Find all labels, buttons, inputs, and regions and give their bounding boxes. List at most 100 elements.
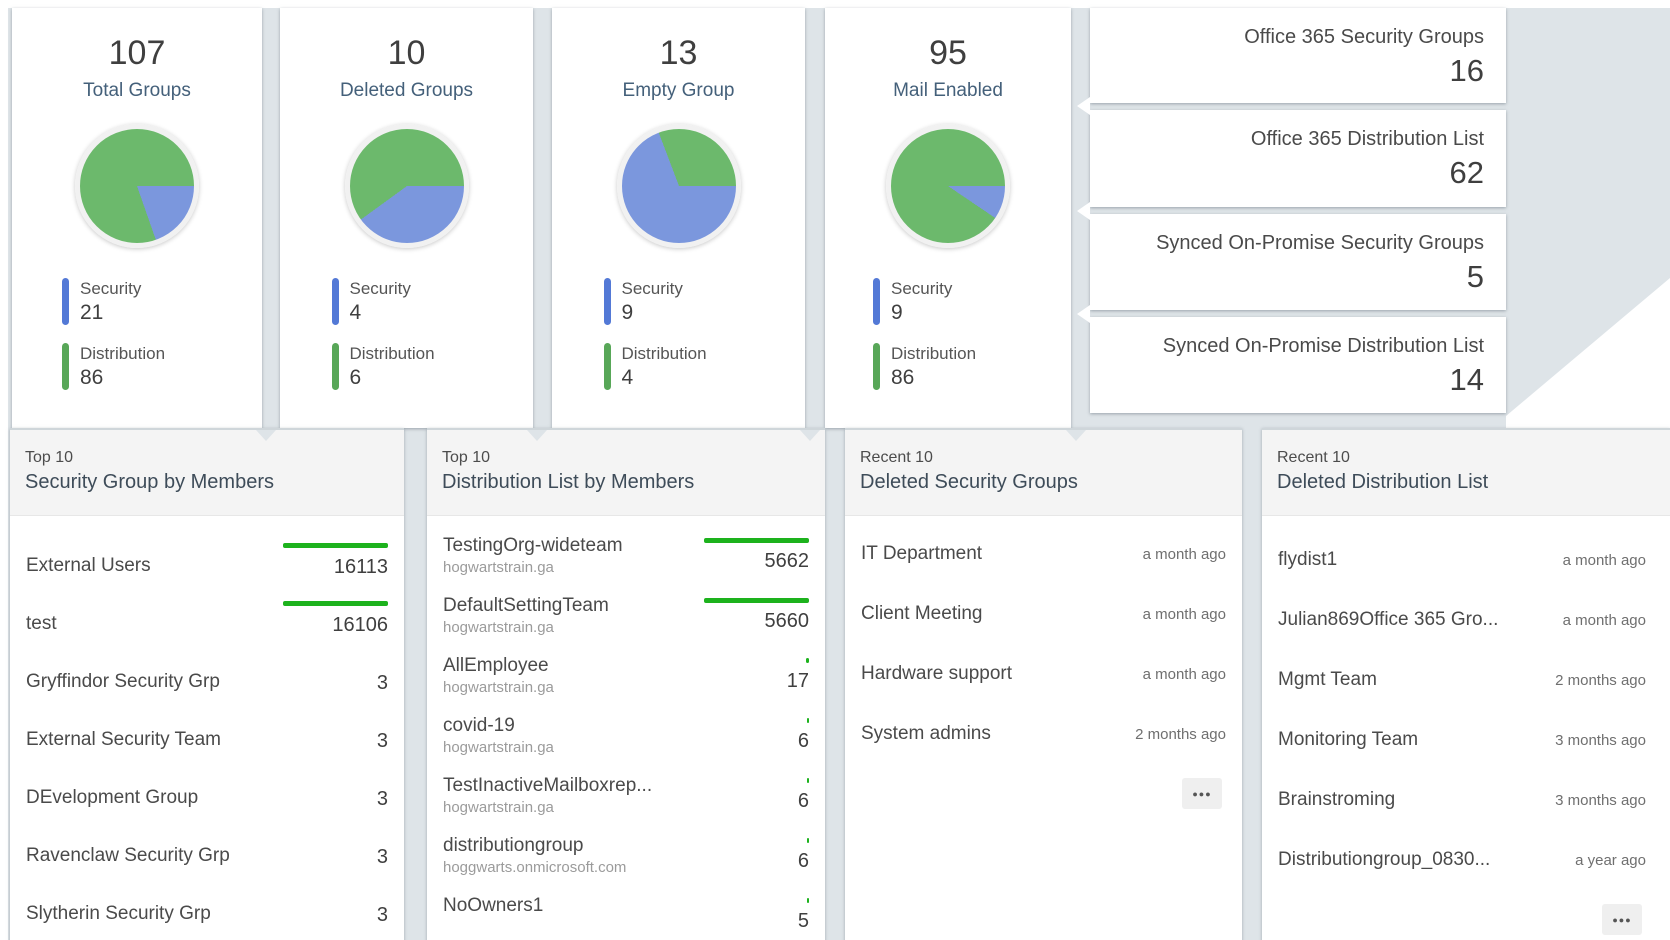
list-domain: hoggwarts.onmicrosoft.com [443,859,627,876]
list-item[interactable]: Brainstroming 3 months ago [1278,770,1646,830]
list-item[interactable]: DEvelopment Group 3 [26,760,388,818]
gap-notch [256,430,276,441]
list-item[interactable]: Ravenclaw Security Grp 3 [26,818,388,876]
list-item[interactable]: Mgmt Team 2 months ago [1278,650,1646,710]
legend: Security 9 Distribution 4 [603,278,754,391]
panel-title: Deleted Distribution List [1277,471,1489,493]
list-item[interactable]: AllEmployee hogwartstrain.ga 17 [443,646,809,706]
card-mail-enabled[interactable]: 95 Mail Enabled Security 9 Distribution … [825,8,1071,428]
list-item[interactable]: Hardware support a month ago [861,644,1226,704]
list-domain: hogwartstrain.ga [443,739,554,756]
tile-value: 62 [1449,155,1484,190]
mail-enabled-value: 95 [929,34,967,72]
security-label: Security [80,279,142,298]
member-count: 3 [376,672,388,694]
deleted-groups-label: Deleted Groups [339,80,474,101]
deleted-time: 2 months ago [1135,725,1226,743]
deleted-time: a month ago [1142,545,1226,563]
deleted-groups-value: 10 [387,34,426,72]
tile-value: 14 [1449,362,1484,397]
security-count: 21 [80,301,104,324]
distribution-label: Distribution [349,344,435,363]
security-color-bar [331,278,339,325]
tile-synced-onpromise-security-groups[interactable]: Synced On-Promise Security Groups 5 [1090,214,1506,310]
panel-title: Security Group by Members [25,471,274,493]
card-empty-group[interactable]: 13 Empty Group Security 9 Distribution 4 [552,8,805,428]
panel-list: flydist1 a month ago Julian869Office 365… [1262,516,1670,935]
total-groups-label: Total Groups [83,80,191,101]
list-item[interactable]: covid-19 hogwartstrain.ga 6 [443,706,809,766]
list-name: AllEmployee [443,655,549,676]
group-name: External Users [26,555,151,576]
more-icon[interactable]: ●●● [1182,778,1222,809]
legend: Security 4 Distribution 6 [331,278,482,391]
list-item[interactable]: test 16106 [26,586,388,644]
member-count: 16106 [332,614,388,636]
list-item[interactable]: Julian869Office 365 Gro... a month ago [1278,590,1646,650]
list-item[interactable]: TestingOrg-wideteam hogwartstrain.ga 566… [443,526,809,586]
tile-office365-security-groups[interactable]: Office 365 Security Groups 16 [1090,8,1506,103]
panel-header: Top 10 Security Group by Members [10,430,404,516]
deleted-time: a month ago [1142,665,1226,683]
legend-security: Security 9 [603,278,754,326]
security-color-bar [62,278,69,325]
panel-header: Top 10 Distribution List by Members [427,430,825,516]
deleted-time: a month ago [1142,605,1226,623]
member-bar [283,601,388,606]
distribution-color-bar [603,343,611,390]
list-item[interactable]: Monitoring Team 3 months ago [1278,710,1646,770]
list-item[interactable]: DefaultSettingTeam hogwartstrain.ga 5660 [443,586,809,646]
group-name: DEvelopment Group [26,787,199,808]
group-name: Gryffindor Security Grp [26,671,220,692]
deleted-time: a month ago [1562,551,1646,569]
member-count: 5 [797,910,809,932]
panel-top10-security-groups: Top 10 Security Group by Members Externa… [10,428,404,940]
tile-synced-onpromise-distribution-list[interactable]: Synced On-Promise Distribution List 14 [1090,317,1506,413]
more-icon[interactable]: ●●● [1602,904,1642,935]
list-item[interactable]: Client Meeting a month ago [861,584,1226,644]
legend-security: Security 9 [873,278,1023,326]
legend-distribution: Distribution 4 [603,343,754,391]
member-count: 5660 [764,610,810,632]
legend: Security 9 Distribution 86 [873,278,1023,391]
list-item[interactable]: System admins 2 months ago [861,704,1226,764]
panel-recent-deleted-security-groups: Recent 10 Deleted Security Groups IT Dep… [845,428,1242,940]
member-bar [704,598,809,603]
list-item[interactable]: NoOwners1 5 [443,886,809,940]
member-count: 3 [376,730,388,752]
panel-subtitle: Top 10 [25,449,74,466]
list-item[interactable]: Gryffindor Security Grp 3 [26,644,388,702]
list-item[interactable]: flydist1 a month ago [1278,530,1646,590]
card-total-groups[interactable]: 107 Total Groups Security 21 Distributio… [12,8,262,428]
list-item[interactable]: External Security Team 3 [26,702,388,760]
list-item[interactable]: Distributiongroup_0830... a year ago [1278,830,1646,890]
card-deleted-groups[interactable]: 10 Deleted Groups Security 4 Distributio… [280,8,533,428]
deleted-time: 2 months ago [1555,671,1646,689]
list-domain: hogwartstrain.ga [443,559,554,576]
legend-security: Security 4 [331,278,482,326]
list-item[interactable]: TestInactiveMailboxrep... hogwartstrain.… [443,766,809,826]
tile-value: 16 [1449,53,1484,88]
member-count: 16113 [333,556,388,578]
tile-value: 5 [1466,259,1484,294]
deleted-time: a month ago [1562,611,1646,629]
group-name: System admins [861,723,991,744]
list-item[interactable]: distributiongroup hoggwarts.onmicrosoft.… [443,826,809,886]
member-count: 5662 [764,550,810,572]
mail-enabled-pie-chart [886,124,1010,248]
list-item[interactable]: Slytherin Security Grp 3 [26,876,388,934]
member-bar [806,658,809,663]
member-count: 3 [376,846,388,868]
member-count: 6 [797,850,809,872]
panel-recent-deleted-distribution-lists: Recent 10 Deleted Distribution List flyd… [1262,428,1670,940]
list-name: flydist1 [1278,549,1338,570]
security-count: 9 [621,301,634,324]
group-name: Client Meeting [861,603,983,624]
panel-subtitle: Recent 10 [860,449,933,466]
member-count: 3 [376,788,388,810]
group-name: IT Department [861,543,983,564]
deleted-groups-pie-chart [344,124,469,248]
tile-office365-distribution-list[interactable]: Office 365 Distribution List 62 [1090,110,1506,207]
list-item[interactable]: IT Department a month ago [861,524,1226,584]
list-item[interactable]: External Users 16113 [26,528,388,586]
